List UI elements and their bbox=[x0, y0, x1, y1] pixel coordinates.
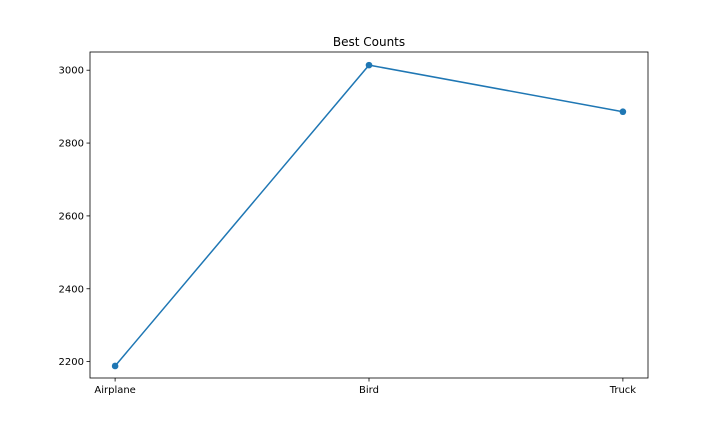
chart-title: Best Counts bbox=[333, 35, 405, 49]
series-line bbox=[114, 64, 624, 367]
y-tick-label: 3000 bbox=[59, 66, 84, 77]
x-tick-label: Truck bbox=[609, 385, 637, 396]
x-tick-label: Bird bbox=[359, 385, 379, 396]
data-point-marker bbox=[619, 108, 627, 116]
plot-area: 2200 2400 2600 2800 3000 Airplane Bird Truck bbox=[59, 51, 649, 396]
x-tick-label: Airplane bbox=[94, 385, 135, 396]
y-tick-label: 2600 bbox=[59, 211, 84, 222]
data-point-marker bbox=[365, 61, 373, 69]
y-tick-label: 2400 bbox=[59, 284, 84, 295]
y-tick-label: 2800 bbox=[59, 139, 84, 150]
data-point-marker bbox=[111, 362, 119, 370]
y-tick-label: 2200 bbox=[59, 357, 84, 368]
